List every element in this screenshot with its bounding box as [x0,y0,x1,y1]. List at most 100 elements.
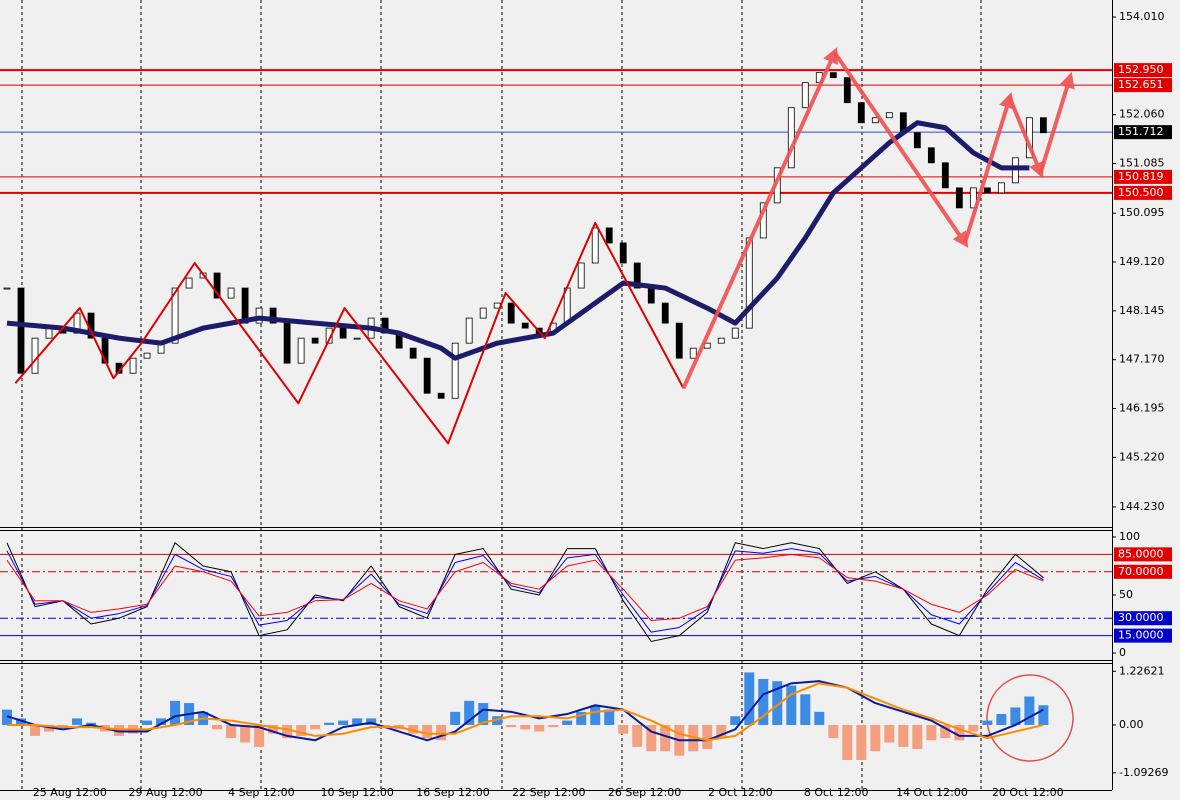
time-label: 16 Sep 12:00 [416,786,489,799]
candle [129,357,137,374]
level-label: 152.950 [1118,63,1164,76]
level-label: 151.712 [1118,125,1164,138]
histogram-bar [380,724,391,728]
histogram-bar [548,724,559,728]
histogram-bar [926,724,937,741]
y-tick-label: 50 [1119,588,1133,601]
moving-average [6,120,1030,361]
candle [451,342,459,399]
histogram-bar [506,724,517,728]
histogram-bar [562,720,573,725]
time-label: 8 Oct 12:00 [804,786,869,799]
time-label: 14 Oct 12:00 [896,786,968,799]
histogram-bar [212,724,223,730]
histogram-bar [632,724,643,747]
candle [507,302,515,324]
level-label: 70.0000 [1118,565,1164,578]
histogram-bar [2,709,13,725]
candle [283,322,291,364]
histogram-bar [828,724,839,739]
y-tick-label: 145.220 [1119,450,1165,463]
histogram-bar [688,724,699,752]
candle [353,337,361,340]
histogram-bar [282,724,293,739]
candle [311,337,319,344]
time-label: 26 Sep 12:00 [608,786,681,799]
y-tick-label: 152.060 [1119,108,1165,121]
histogram-bar [772,681,783,725]
histogram-bar [142,720,153,725]
histogram-bar [842,724,853,761]
y-tick-label: 147.170 [1119,353,1165,366]
histogram-bar [912,724,923,750]
y-tick-label: 0 [1119,646,1126,659]
histogram-bar [898,724,909,747]
histogram-bar [436,724,447,741]
candle [437,392,445,399]
candle [955,187,963,209]
candle [3,287,11,290]
level-label: 152.651 [1118,78,1164,91]
histogram-bar [156,718,167,725]
histogram-bar [464,700,475,725]
candle [717,337,725,344]
time-label: 10 Sep 12:00 [320,786,393,799]
oscillator-line [6,553,1044,622]
candle [17,287,25,374]
y-tick-label: 149.120 [1119,255,1165,268]
histogram-bar [492,716,503,725]
histogram-bar [450,711,461,725]
highlight-circle [986,674,1074,762]
zigzag [14,221,685,445]
y-tick-label: 150.095 [1119,206,1165,219]
candle [269,307,277,324]
histogram-bar [170,700,181,725]
y-tick-label: 144.230 [1119,500,1165,513]
candle [941,162,949,189]
candle [521,322,529,329]
histogram-bar [786,685,797,725]
level-label: 150.819 [1118,170,1164,183]
candle [675,322,683,359]
histogram-bar [716,724,727,739]
histogram-bar [422,724,433,739]
candle [801,82,809,109]
y-tick-label: 148.145 [1119,304,1165,317]
histogram-bar [366,718,377,725]
histogram-bar [968,724,979,732]
candle [591,227,599,264]
candle [465,317,473,344]
histogram-bar [268,724,279,734]
forecast-arrow [681,47,838,390]
histogram-bar [730,716,741,725]
time-label: 2 Oct 12:00 [708,786,773,799]
histogram-bar [982,720,993,725]
oscillator-line [6,542,1044,642]
macd-line [7,682,1044,742]
histogram-bar [954,724,965,741]
candle [647,287,655,304]
histogram-bar [590,705,601,725]
histogram-bar [114,724,125,736]
histogram-bar [856,724,867,761]
candle [633,262,641,289]
forecast-arrow [1038,71,1075,174]
candle [843,77,851,104]
forecast-arrow [833,51,969,248]
candle [185,277,193,289]
oscillator-line [6,548,1044,633]
candle [409,347,417,359]
candle [213,272,221,299]
time-label: 20 Oct 12:00 [992,786,1064,799]
histogram-bar [1038,705,1049,725]
level-label: 150.500 [1118,186,1164,199]
y-tick-label: 151.085 [1119,157,1165,170]
candle [31,337,39,374]
candle [1011,157,1019,184]
candle [577,262,585,289]
y-tick-label: -1.09269 [1119,766,1168,779]
histogram-bar [870,724,881,752]
histogram-bar [702,724,713,750]
